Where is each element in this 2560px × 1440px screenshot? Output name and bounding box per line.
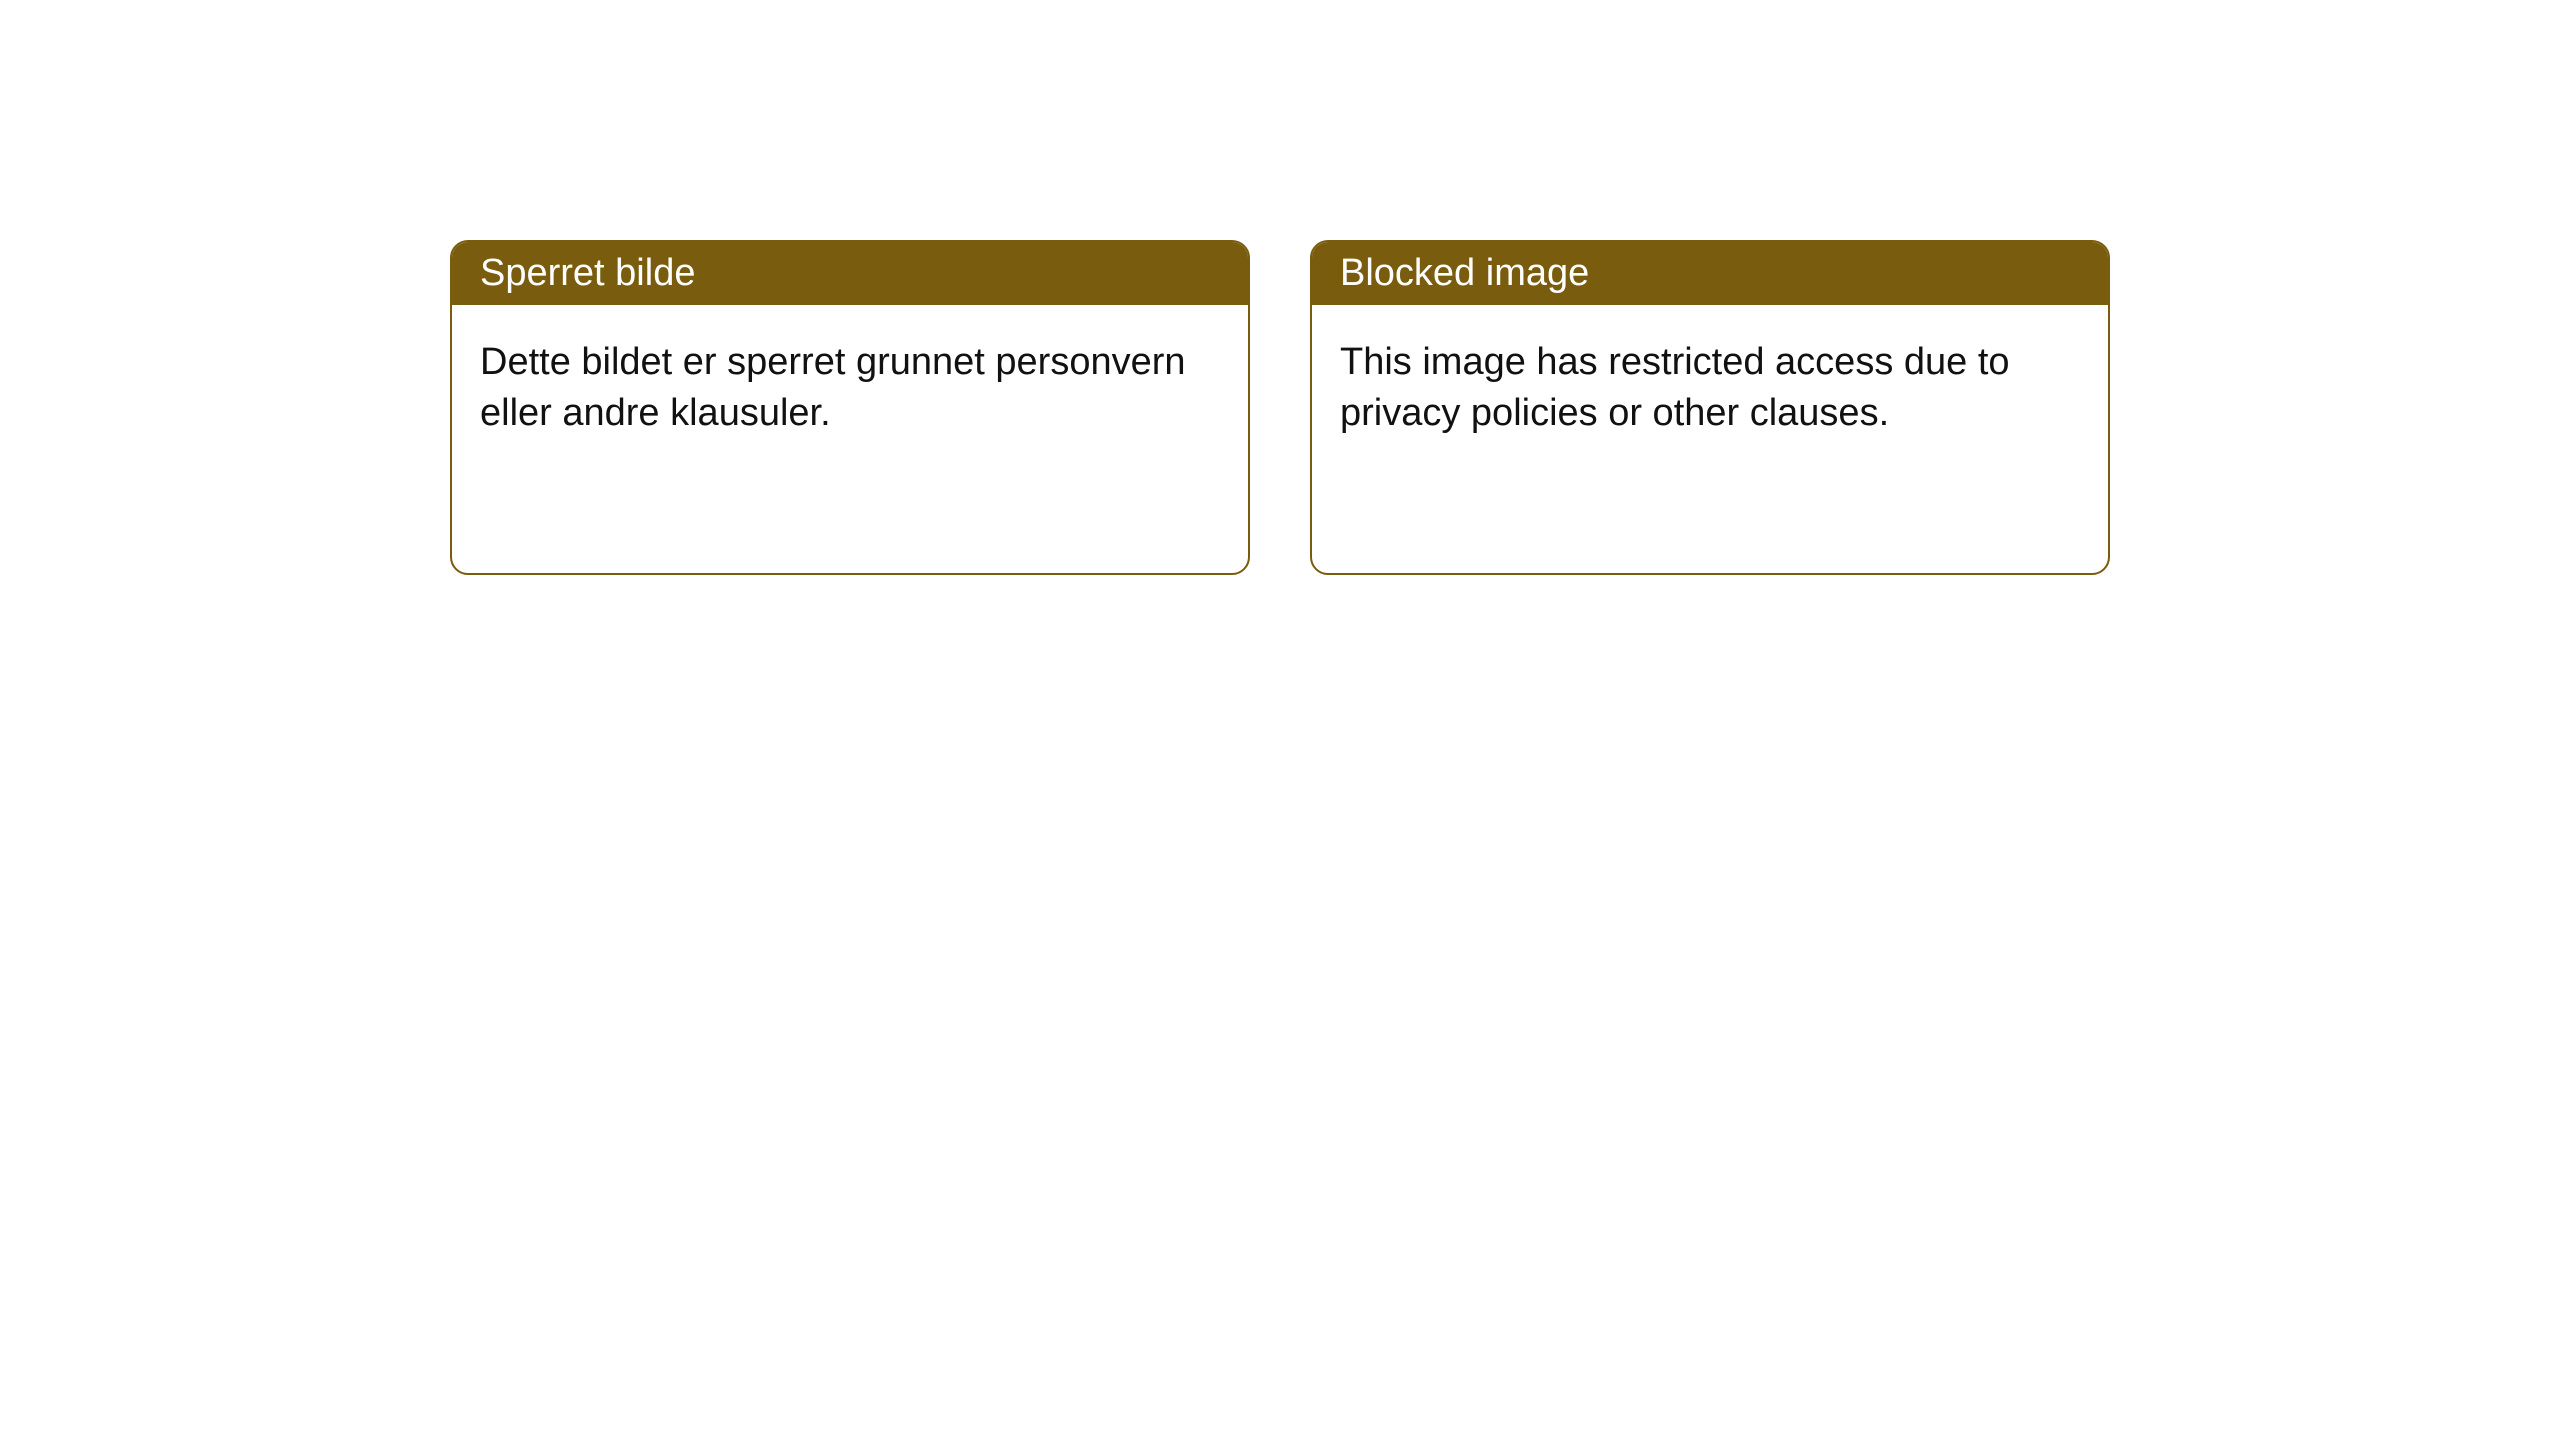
notice-header: Blocked image [1312, 242, 2108, 305]
notice-container: Sperret bilde Dette bildet er sperret gr… [0, 0, 2560, 575]
notice-card-norwegian: Sperret bilde Dette bildet er sperret gr… [450, 240, 1250, 575]
notice-text: This image has restricted access due to … [1340, 341, 2010, 434]
notice-body: This image has restricted access due to … [1312, 305, 2108, 472]
notice-card-english: Blocked image This image has restricted … [1310, 240, 2110, 575]
notice-text: Dette bildet er sperret grunnet personve… [480, 341, 1186, 434]
notice-header: Sperret bilde [452, 242, 1248, 305]
notice-title: Sperret bilde [480, 252, 695, 294]
notice-body: Dette bildet er sperret grunnet personve… [452, 305, 1248, 472]
notice-title: Blocked image [1340, 252, 1589, 294]
